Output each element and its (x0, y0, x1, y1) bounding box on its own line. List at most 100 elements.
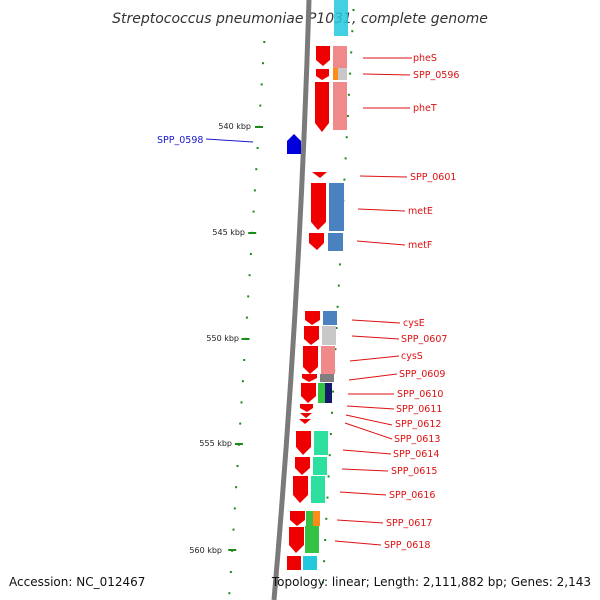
leader-line (205, 138, 254, 143)
gene-label-spp-0617[interactable]: SPP_0617 (386, 518, 432, 529)
scale-dot-right (338, 263, 341, 266)
scale-dot-right (323, 560, 326, 563)
scale-dot-right (324, 539, 327, 541)
gene-arrow-spp-0618[interactable] (289, 527, 304, 553)
gene-arrow-spp-0611[interactable] (300, 404, 313, 412)
feature-block (318, 383, 325, 403)
scale-dot-right (331, 411, 333, 414)
gene-label-phes[interactable]: pheS (413, 53, 437, 64)
scale-dot-right (350, 51, 353, 54)
gene-label-spp-0598[interactable]: SPP_0598 (157, 135, 203, 146)
feature-block (328, 233, 343, 251)
gene-label-spp-0616[interactable]: SPP_0616 (389, 490, 435, 501)
scale-dot-right (349, 72, 352, 75)
feature-block (325, 383, 332, 403)
scale-dot (262, 62, 264, 65)
scale-dot (245, 316, 248, 319)
scale-dot-right (328, 454, 331, 457)
gene-arrow-spp-0609[interactable] (302, 374, 317, 382)
leader-line (342, 449, 392, 455)
gene-arrows (287, 46, 330, 570)
gene-label-spp-0618[interactable]: SPP_0618 (384, 540, 430, 551)
kbp-label-545: 545 kbp (212, 228, 245, 237)
accession-text: Accession: NC_012467 (9, 575, 145, 589)
gene-arrow-spp-0612[interactable] (300, 413, 312, 418)
leader-line (356, 240, 406, 246)
gene-label-metf[interactable]: metF (408, 240, 432, 251)
gene-arrow-spp-0616[interactable] (293, 476, 308, 503)
feature-block (338, 68, 347, 80)
gene-label-mete[interactable]: metE (408, 206, 433, 217)
gene-arrow-spp-0613[interactable] (299, 419, 311, 424)
scale-dot (260, 83, 263, 86)
gene-label-spp-0611[interactable]: SPP_0611 (396, 404, 442, 415)
feature-block (322, 326, 336, 345)
major-tick-545 (248, 232, 257, 234)
gene-label-spp-0609[interactable]: SPP_0609 (399, 369, 445, 380)
gene-label-phet[interactable]: pheT (413, 103, 437, 114)
scale-dot (233, 507, 236, 510)
scale-dot (243, 359, 246, 361)
scale-dot-right (335, 327, 338, 329)
scale-dot (240, 401, 243, 404)
scale-dot (228, 592, 231, 595)
map-title: Streptococcus pneumoniae P1031, complete… (112, 11, 488, 27)
leader-line (346, 405, 395, 410)
feature-block (334, 0, 348, 36)
feature-block (306, 511, 313, 526)
kbp-label-540: 540 kbp (218, 122, 251, 131)
gene-label-spp-0607[interactable]: SPP_0607 (401, 334, 447, 345)
leader-line (344, 422, 393, 440)
leader-lines (205, 57, 412, 546)
gene-arrow-spp-0596[interactable] (316, 69, 329, 80)
gene-arrow-spp-0607[interactable] (304, 326, 319, 345)
gene-arrow-phes[interactable] (316, 46, 330, 66)
kbp-label-560: 560 kbp (189, 546, 222, 555)
gene-arrow-spp-0615[interactable] (295, 457, 310, 475)
gene-label-spp-0610[interactable]: SPP_0610 (397, 389, 443, 400)
scale-dot-right (332, 390, 335, 393)
gene-arrow-spp-0598[interactable] (287, 134, 301, 154)
gene-label-spp-0614[interactable]: SPP_0614 (393, 449, 439, 460)
gene-label-cyse[interactable]: cysE (403, 318, 425, 329)
gene-arrow-spp-0614[interactable] (296, 431, 311, 455)
gene-arrow-mete[interactable] (311, 183, 326, 230)
gene-label-cyss[interactable]: cysS (401, 351, 423, 362)
feature-block (320, 374, 334, 382)
gene-arrow-metf[interactable] (309, 233, 324, 250)
major-tick-550 (241, 338, 250, 340)
gene-label-spp-0601[interactable]: SPP_0601 (410, 172, 456, 183)
scale-dot (236, 465, 239, 467)
leader-line (339, 491, 387, 496)
scale-dot (255, 168, 258, 171)
gene-arrow-cyse[interactable] (305, 311, 320, 325)
leader-line (357, 208, 406, 212)
gene-arrow-spp-0601[interactable] (312, 172, 327, 178)
gene-label-spp-0612[interactable]: SPP_0612 (395, 419, 441, 430)
leader-line (334, 540, 382, 546)
gene-label-spp-0596[interactable]: SPP_0596 (413, 70, 459, 81)
feature-block (313, 511, 320, 526)
feature-block (333, 46, 347, 68)
gene-label-spp-0613[interactable]: SPP_0613 (394, 434, 440, 445)
scale-dot (253, 189, 256, 192)
scale-dot-right (346, 115, 349, 117)
leader-line (336, 519, 384, 524)
feature-block (303, 556, 317, 570)
gene-label-spp-0615[interactable]: SPP_0615 (391, 466, 437, 477)
gene-arrow-phet[interactable] (315, 82, 329, 132)
scale-dot-right (337, 284, 340, 287)
feature-block (321, 346, 335, 374)
feature-block (333, 68, 338, 80)
scale-dot (235, 486, 238, 489)
gene-arrow-cyss[interactable] (303, 346, 318, 374)
scale-dot-right (352, 9, 355, 11)
gene-arrow-spp-0610[interactable] (301, 383, 316, 403)
gene-arrow-spp-0617[interactable] (290, 511, 305, 526)
feature-block (305, 526, 319, 553)
leader-line (348, 373, 398, 381)
scale-dot-right (325, 517, 328, 520)
leader-line (359, 175, 408, 178)
gene-arrow-bottom (287, 556, 301, 570)
kbp-labels: 540 kbp 545 kbp 550 kbp 555 kbp 560 kbp (189, 122, 251, 555)
